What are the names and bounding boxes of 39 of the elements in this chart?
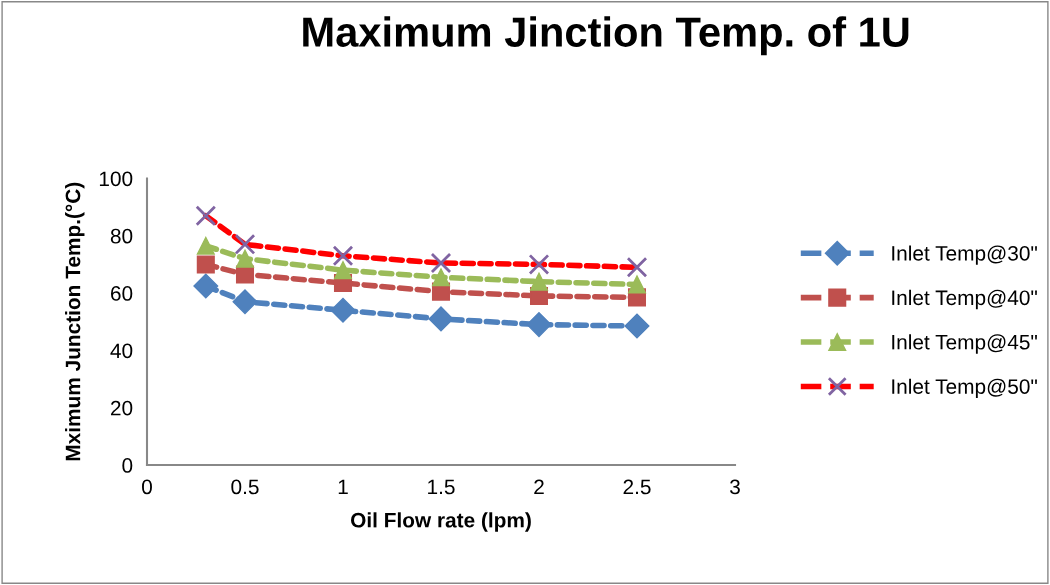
point (624, 313, 650, 339)
y-tick-label: 60 (111, 286, 133, 301)
x-tick-label: 2.5 (623, 479, 651, 495)
point (235, 249, 255, 268)
x-tick-label: 1.5 (428, 479, 455, 495)
legend-label: Inlet Temp@40" (892, 289, 1037, 310)
point (333, 261, 353, 280)
point (428, 306, 454, 332)
chart-title: Maximum Jinction Temp. of 1U (303, 16, 909, 56)
point (332, 245, 354, 267)
y-tick-label: 0 (122, 458, 133, 473)
point (431, 268, 451, 287)
point (234, 233, 256, 255)
point (330, 297, 356, 323)
y-tick-label: 100 (99, 171, 133, 187)
legend-label: Inlet Temp@30" (892, 245, 1037, 265)
x-tick-label: 0 (142, 479, 152, 495)
x-tick-label: 2 (534, 479, 544, 495)
y-axis-title: Mximum Junction Temp.(°C) (65, 182, 85, 461)
point (529, 272, 549, 291)
y-tick-label: 20 (110, 400, 133, 416)
x-tick-label: 0.5 (231, 479, 259, 495)
point (627, 275, 647, 294)
point (232, 289, 258, 315)
x-tick-label: 1 (338, 479, 348, 495)
point (195, 205, 217, 227)
x-tick-label: 3 (730, 479, 740, 495)
y-tick-label: 40 (110, 343, 133, 359)
point (526, 312, 552, 338)
legend-label: Inlet Temp@50" (892, 378, 1037, 399)
legend-label: Inlet Temp@45" (892, 334, 1037, 354)
point (430, 252, 452, 274)
point (196, 255, 215, 274)
point (528, 254, 550, 275)
y-tick-label: 80 (110, 228, 133, 244)
x-axis-title: Oil Flow rate (lpm) (351, 512, 531, 532)
point (193, 273, 219, 299)
point (196, 236, 215, 255)
point (626, 256, 648, 278)
